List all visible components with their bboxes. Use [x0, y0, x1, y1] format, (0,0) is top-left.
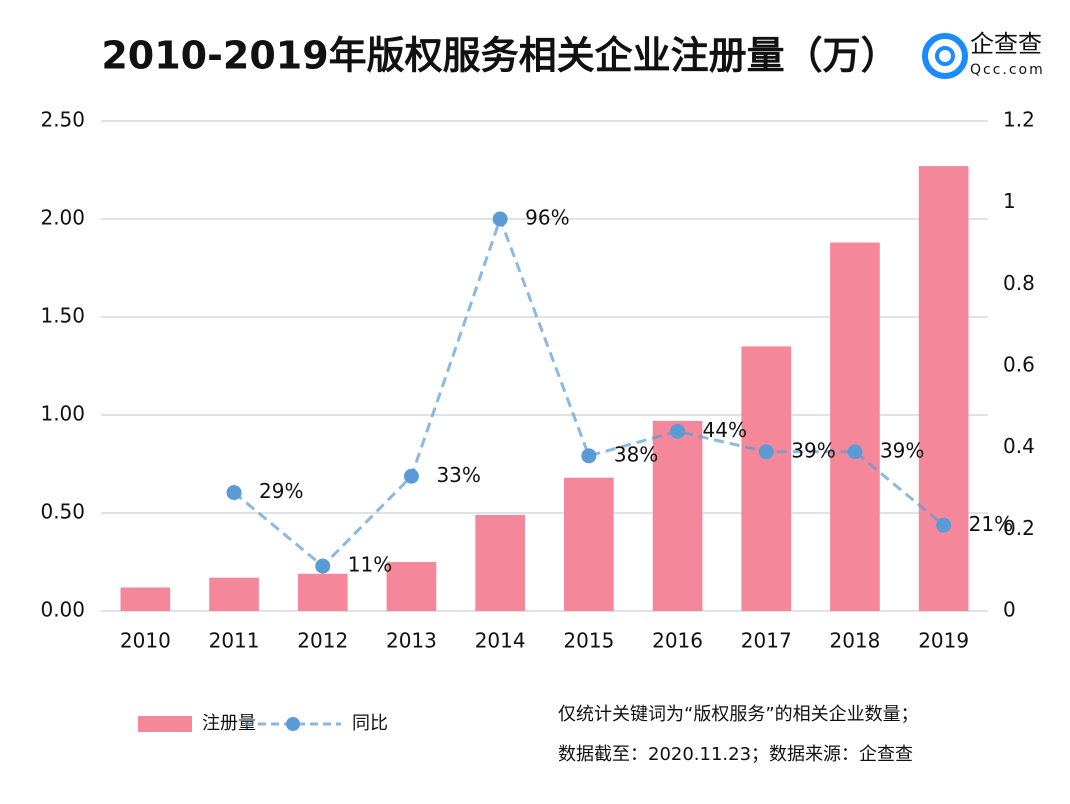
bar: [297, 573, 348, 611]
data-label: 21%: [969, 512, 1013, 536]
data-label: 39%: [791, 438, 835, 462]
note: 仅统计关键词为“版权服务”的相关企业数量；: [558, 704, 919, 725]
data-label: 96%: [525, 206, 569, 230]
point: [226, 485, 242, 501]
point: [581, 448, 597, 464]
x-tick-label: 2011: [209, 629, 260, 653]
y2-tick-label: 0.4: [1003, 434, 1035, 458]
data-label: 44%: [703, 418, 747, 442]
y-tick-label: 1.50: [40, 304, 85, 328]
bar: [918, 166, 969, 611]
x-tick-label: 2010: [120, 629, 171, 653]
bar: [386, 562, 437, 611]
chart-title: 2010-2019年版权服务相关企业注册量（万）: [101, 34, 898, 78]
bar: [475, 514, 525, 611]
bar: [652, 420, 703, 611]
x-tick-label: 2014: [475, 629, 526, 653]
note: 数据截至：2020.11.23；数据来源：企查查: [558, 744, 913, 765]
legend-label: 同比: [352, 713, 388, 734]
logo-name: 企查查: [970, 30, 1042, 58]
y2-tick-label: 0.2: [1003, 516, 1035, 540]
line: [233, 214, 945, 569]
legend-label: 注册量: [202, 713, 256, 734]
point: [403, 468, 419, 484]
y-tick-label: 0.50: [40, 500, 85, 524]
legend-swatch: [138, 716, 192, 732]
bar: [209, 577, 259, 611]
bar: [120, 587, 171, 611]
x-tick-label: 2015: [563, 629, 614, 653]
x-tick-label: 2018: [829, 629, 880, 653]
x-tick-label: 2012: [297, 629, 348, 653]
point: [315, 558, 331, 574]
x-tick-label: 2013: [386, 629, 437, 653]
y2-tick-label: 1.2: [1003, 108, 1035, 132]
y2-tick-label: 1: [1003, 189, 1016, 213]
data-label: 33%: [436, 463, 480, 487]
x-tick-label: 2016: [652, 629, 703, 653]
y-tick-label: 2.50: [40, 108, 85, 132]
x-tick-label: 2019: [918, 629, 969, 653]
logo-icon-inner: [935, 46, 955, 66]
point: [492, 211, 508, 227]
bar: [741, 346, 792, 611]
y-tick-label: 2.00: [40, 206, 85, 230]
logo-icon: [922, 33, 968, 79]
y2-tick-label: 0.8: [1003, 271, 1035, 295]
y-tick-label: 0.00: [40, 598, 85, 622]
legend-swatch: [286, 717, 300, 731]
logo: 企查查 Qcc.com: [922, 30, 1045, 79]
logo-url: Qcc.com: [970, 62, 1045, 78]
point: [936, 517, 952, 533]
y2-tick-label: 0: [1003, 598, 1016, 622]
y2-tick-label: 0.6: [1003, 353, 1035, 377]
y-tick-label: 1.00: [40, 402, 85, 426]
point: [847, 444, 863, 460]
bar: [830, 242, 880, 611]
data-label: 39%: [880, 438, 924, 462]
bar: [564, 477, 614, 611]
data-label: 11%: [348, 553, 392, 577]
point: [670, 423, 686, 439]
data-label: 29%: [259, 479, 303, 503]
data-label: 38%: [614, 442, 658, 466]
point: [758, 444, 774, 460]
x-tick-label: 2017: [741, 629, 792, 653]
